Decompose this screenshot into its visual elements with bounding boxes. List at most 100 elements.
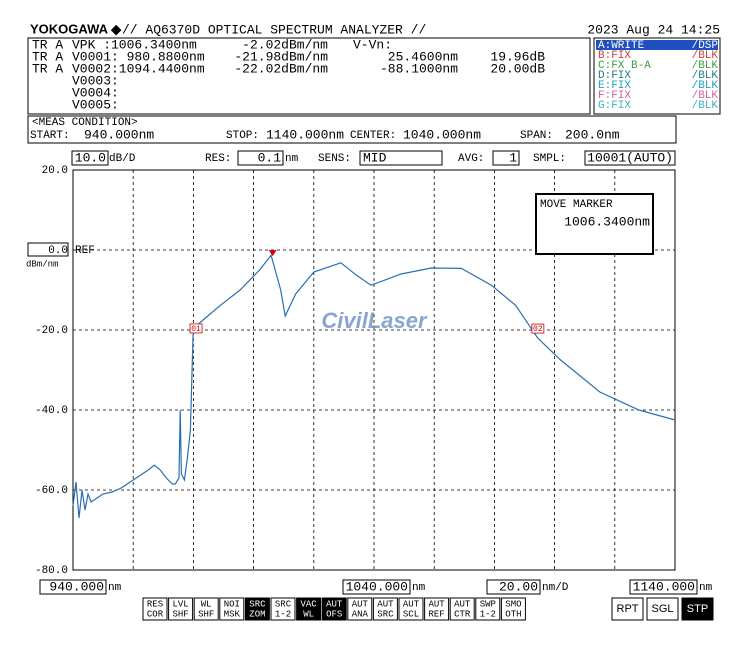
marker-box bbox=[531, 323, 545, 334]
marker-cell: 19.96dB bbox=[490, 49, 545, 64]
marker-cell: V0005: bbox=[72, 97, 119, 112]
y-tick-label: -20.0 bbox=[35, 325, 68, 337]
soft-key[interactable] bbox=[475, 597, 501, 621]
trace-box bbox=[593, 37, 721, 115]
marker-label: 01 bbox=[191, 325, 201, 334]
marker-cell: 20.00dB bbox=[490, 61, 545, 76]
ref-box bbox=[27, 242, 69, 257]
field-box bbox=[39, 579, 107, 595]
y-tick-label: -60.0 bbox=[35, 485, 68, 497]
setting-label: SMPL: bbox=[533, 153, 566, 165]
marker-cell: V0003: bbox=[72, 73, 119, 88]
soft-key[interactable] bbox=[168, 597, 194, 621]
datetime: 2023 Aug 24 14:25 bbox=[587, 22, 720, 37]
soft-key-label: CTR bbox=[454, 609, 471, 619]
control-button[interactable] bbox=[611, 597, 644, 621]
soft-key-label: SRC bbox=[377, 609, 394, 619]
y-unit: dBm/nm bbox=[26, 259, 58, 269]
trace-name: G:FIX bbox=[598, 100, 631, 112]
marker-cell: TR A bbox=[32, 37, 63, 52]
trace-name: F:FIX bbox=[598, 90, 631, 102]
soft-key[interactable] bbox=[449, 597, 475, 621]
control-button-label: RPT bbox=[617, 603, 639, 615]
soft-key[interactable] bbox=[372, 597, 398, 621]
trace-mode: /DSP bbox=[692, 40, 719, 52]
soft-key[interactable] bbox=[424, 597, 450, 621]
meas-label: CENTER: bbox=[350, 130, 396, 142]
bottom-unit: nm bbox=[108, 582, 122, 594]
soft-key-label: WL bbox=[303, 609, 314, 619]
bottom-value: 1140.000 bbox=[633, 579, 695, 594]
setting-value: 0.1 bbox=[258, 150, 282, 165]
setting-label: RES: bbox=[205, 153, 231, 165]
marker-cell: TR A bbox=[32, 61, 63, 76]
trace-mode: /BLK bbox=[692, 60, 719, 72]
soft-key-label: RES bbox=[147, 599, 163, 609]
soft-key-label: SRC bbox=[275, 599, 292, 609]
trace-name: C:FX B-A bbox=[598, 60, 651, 72]
peak-marker bbox=[268, 250, 277, 257]
y-tick-label: -80.0 bbox=[35, 565, 68, 577]
control-button[interactable] bbox=[646, 597, 679, 621]
meas-label: STOP: bbox=[226, 130, 259, 142]
screen-title: // AQ6370D OPTICAL SPECTRUM ANALYZER // bbox=[122, 22, 426, 37]
soft-key-label: SMO bbox=[505, 599, 521, 609]
marker-box bbox=[189, 323, 203, 334]
marker-label: 02 bbox=[533, 325, 543, 334]
soft-key-label: COR bbox=[147, 609, 164, 619]
marker-cell: V0004: bbox=[72, 85, 119, 100]
soft-key-label: AUT bbox=[326, 599, 343, 609]
soft-key-label: VAC bbox=[300, 599, 317, 609]
move-marker-value: 1006.3400nm bbox=[564, 214, 650, 229]
soft-key-label: SCL bbox=[403, 609, 419, 619]
watermark: CivilLaser bbox=[321, 308, 428, 333]
trace-name: A:WRITE bbox=[598, 40, 645, 52]
marker-cell: -22.02dBm/nm bbox=[234, 61, 328, 76]
soft-key-label: AUT bbox=[377, 599, 394, 609]
trace-name: B:FIX bbox=[598, 50, 631, 62]
control-button[interactable] bbox=[681, 597, 714, 621]
soft-key-label: SHF bbox=[198, 609, 214, 619]
ref-label: REF bbox=[75, 245, 95, 257]
control-button-label: SGL bbox=[651, 603, 673, 615]
soft-key[interactable] bbox=[244, 597, 270, 621]
soft-key[interactable] bbox=[296, 597, 322, 621]
soft-key[interactable] bbox=[142, 597, 168, 621]
trace-mode: /BLK bbox=[692, 70, 719, 82]
soft-key-label: AUT bbox=[403, 599, 420, 609]
move-marker-title: MOVE MARKER bbox=[540, 199, 613, 211]
soft-key-label: ZOM bbox=[249, 609, 265, 619]
bottom-value: 20.00 bbox=[499, 579, 538, 594]
soft-key-label: SRC bbox=[249, 599, 266, 609]
move-marker-box bbox=[535, 193, 654, 255]
soft-key[interactable] bbox=[500, 597, 526, 621]
soft-key-label: MSK bbox=[224, 609, 241, 619]
setting-unit: dB/D bbox=[109, 153, 136, 165]
control-button-label: STP bbox=[687, 603, 708, 615]
soft-key[interactable] bbox=[347, 597, 373, 621]
soft-key[interactable] bbox=[270, 597, 296, 621]
y-tick-label: -40.0 bbox=[35, 405, 68, 417]
y-tick-label: 20.0 bbox=[42, 165, 68, 177]
soft-key[interactable] bbox=[219, 597, 245, 621]
marker-cell: -2.02dBm/nm bbox=[242, 37, 328, 52]
soft-key-label: REF bbox=[428, 609, 444, 619]
soft-key[interactable] bbox=[321, 597, 347, 621]
meas-title: <MEAS CONDITION> bbox=[32, 117, 138, 129]
soft-key[interactable] bbox=[398, 597, 424, 621]
setting-value: 10001(AUTO) bbox=[587, 150, 673, 165]
field-box bbox=[486, 579, 541, 595]
bottom-unit: nm bbox=[412, 582, 426, 594]
marker-cell: -21.98dBm/nm bbox=[234, 49, 328, 64]
field-box bbox=[71, 150, 109, 166]
setting-label: AVG: bbox=[458, 153, 484, 165]
marker-cell: V0001: 980.8800nm bbox=[72, 49, 205, 64]
field-box bbox=[342, 579, 411, 595]
soft-key-label: 1-2 bbox=[480, 609, 496, 619]
soft-key[interactable] bbox=[193, 597, 219, 621]
field-box bbox=[584, 150, 676, 166]
trace-mode: /BLK bbox=[692, 50, 719, 62]
soft-key-label: SHF bbox=[172, 609, 188, 619]
meas-value: 1040.000nm bbox=[403, 127, 481, 142]
